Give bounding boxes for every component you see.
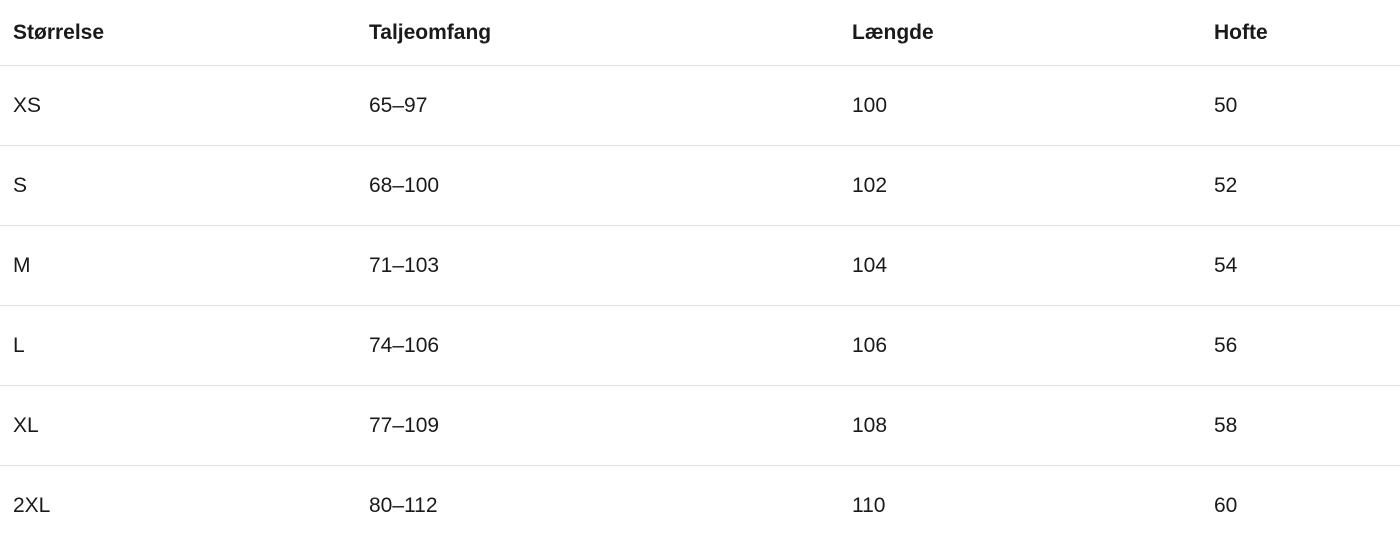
cell-hip: 50: [1201, 65, 1400, 146]
column-header-length: Længde: [839, 0, 1201, 66]
cell-size: L: [0, 305, 356, 386]
cell-length: 106: [839, 305, 1201, 386]
cell-waist: 77–109: [356, 385, 839, 466]
cell-waist: 65–97: [356, 65, 839, 146]
cell-hip: 60: [1214, 494, 1238, 518]
cell-length: 104: [839, 225, 1201, 306]
table-row: L 74–106 106 56: [0, 305, 1400, 386]
column-header-size: Størrelse: [0, 0, 356, 66]
cell-hip: 58: [1201, 385, 1400, 466]
column-header-waist: Taljeomfang: [356, 0, 839, 66]
table-row: 2XL 80–112 110 60: [0, 466, 1400, 557]
table-row: S 68–100 102 52: [0, 145, 1400, 226]
cell-length: 102: [839, 145, 1201, 226]
cell-length: 108: [839, 385, 1201, 466]
cell-hip: 56: [1201, 305, 1400, 386]
table-header-row: Størrelse Taljeomfang Længde Hofte: [0, 0, 1400, 66]
cell-waist: 80–112: [369, 494, 438, 518]
cell-length: 110: [852, 494, 886, 518]
table-row: XS 65–97 100 50: [0, 65, 1400, 146]
cell-size: 2XL: [13, 494, 51, 518]
cell-length: 100: [839, 65, 1201, 146]
cell-size: XL: [0, 385, 356, 466]
cell-waist: 74–106: [356, 305, 839, 386]
cell-size: S: [0, 145, 356, 226]
cell-waist: 71–103: [356, 225, 839, 306]
table-row: M 71–103 104 54: [0, 225, 1400, 306]
cell-hip: 52: [1201, 145, 1400, 226]
table-row: XL 77–109 108 58: [0, 385, 1400, 466]
cell-waist: 68–100: [356, 145, 839, 226]
cell-size: M: [0, 225, 356, 306]
column-header-hip: Hofte: [1201, 0, 1400, 66]
cell-size: XS: [0, 65, 356, 146]
cell-hip: 54: [1201, 225, 1400, 306]
